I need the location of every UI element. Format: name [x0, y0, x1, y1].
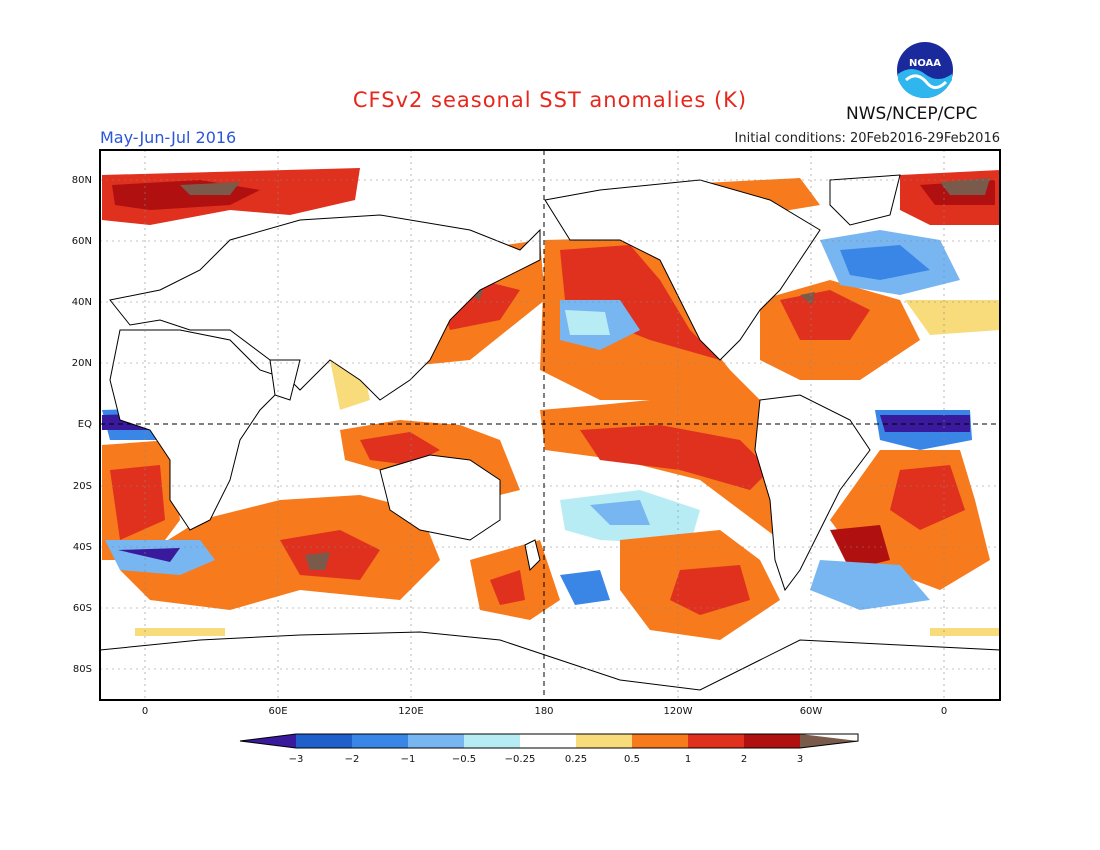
lon-label: 60W [800, 706, 823, 717]
lon-label: 120E [398, 706, 423, 717]
latitude-labels: 80N 60N 40N 20N EQ 20S 40S 60S 80S [72, 175, 92, 675]
colorbar-segment [688, 734, 744, 748]
lat-label: 60S [73, 603, 92, 614]
lon-label: 120W [664, 706, 693, 717]
lat-label: 80S [73, 664, 92, 675]
colorbar-segment [744, 734, 800, 748]
lat-label: 80N [72, 175, 92, 186]
lat-label: 40S [73, 542, 92, 553]
colorbar-segment [352, 734, 408, 748]
lon-label: 0 [142, 706, 148, 717]
colorbar-label: −3 [289, 754, 304, 765]
season-label: May-Jun-Jul 2016 [100, 128, 237, 147]
map-title: CFSv2 seasonal SST anomalies (K) [352, 88, 748, 112]
lon-label: 180 [534, 706, 553, 717]
reference-lines [100, 150, 1000, 700]
colorbar-segment [296, 734, 352, 748]
longitude-labels: 0 60E 120E 180 120W 60W 0 [142, 706, 947, 717]
lon-label: 0 [941, 706, 947, 717]
colorbar-label: −0.5 [452, 754, 476, 765]
lat-label: 40N [72, 297, 92, 308]
lat-label: 60N [72, 236, 92, 247]
graticule [100, 150, 1000, 700]
noaa-logo-text: NOAA [909, 58, 941, 69]
map-frame [99, 149, 1001, 701]
colorbar-label: −2 [345, 754, 360, 765]
colorbar-label: 3 [797, 754, 803, 765]
colorbar-labels: −3 −2 −1 −0.5 −0.25 0.25 0.5 1 2 3 [289, 754, 804, 765]
colorbar-label: −0.25 [505, 754, 536, 765]
colorbar-label: 2 [741, 754, 747, 765]
initial-conditions-label: Initial conditions: 20Feb2016-29Feb2016 [734, 131, 1000, 146]
lat-label: EQ [78, 419, 92, 430]
colorbar [239, 733, 859, 749]
colorbar-segment [576, 734, 632, 748]
colorbar-label: −1 [401, 754, 416, 765]
land-masses [99, 174, 1001, 701]
colorbar-left-arrow [240, 734, 296, 748]
lon-label: 60E [268, 706, 287, 717]
organization-label: NWS/NCEP/CPC [846, 104, 978, 124]
colorbar-label: 0.25 [565, 754, 587, 765]
lat-label: 20S [73, 481, 92, 492]
colorbar-right-arrow [800, 734, 858, 748]
lat-label: 20N [72, 358, 92, 369]
colorbar-label: 1 [685, 754, 691, 765]
colorbar-segment [464, 734, 520, 748]
colorbar-segment [520, 734, 576, 748]
colorbar-segment [408, 734, 464, 748]
colorbar-label: 0.5 [624, 754, 640, 765]
colorbar-segment [632, 734, 688, 748]
noaa-logo: NOAA [897, 42, 953, 98]
